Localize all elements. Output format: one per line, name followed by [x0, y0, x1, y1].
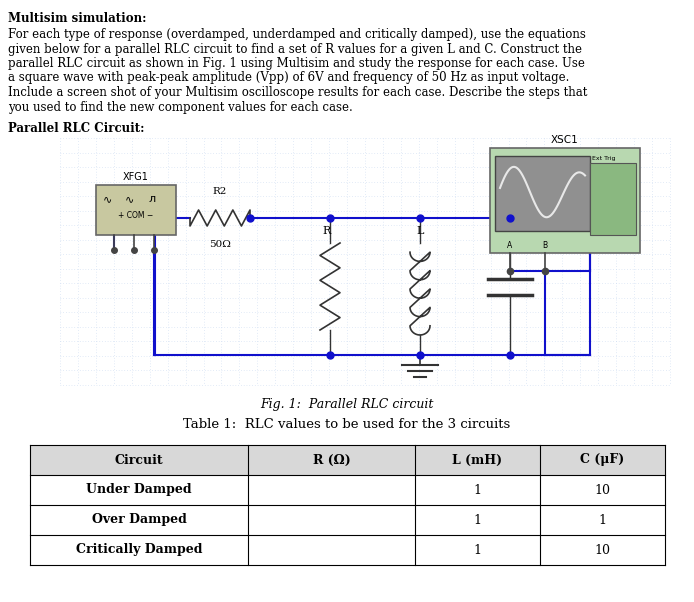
Text: R2: R2: [213, 187, 227, 196]
Text: 1: 1: [598, 514, 607, 527]
Text: 50Ω: 50Ω: [209, 240, 231, 249]
Text: you used to find the new component values for each case.: you used to find the new component value…: [8, 101, 353, 114]
Text: L (mH): L (mH): [452, 453, 502, 467]
Text: A: A: [507, 241, 513, 249]
Text: Critically Damped: Critically Damped: [76, 544, 202, 556]
Text: Circuit: Circuit: [115, 453, 163, 467]
Text: 1: 1: [473, 514, 482, 527]
Text: For each type of response (overdamped, underdamped and critically damped), use t: For each type of response (overdamped, u…: [8, 28, 586, 41]
Text: 10: 10: [595, 544, 611, 556]
FancyBboxPatch shape: [590, 163, 636, 235]
Text: Include a screen shot of your Multisim oscilloscope results for each case. Descr: Include a screen shot of your Multisim o…: [8, 86, 587, 99]
Text: л: л: [149, 194, 155, 204]
Text: ∿: ∿: [126, 194, 135, 204]
Text: Fig. 1:  Parallel RLC circuit: Fig. 1: Parallel RLC circuit: [260, 398, 434, 411]
Bar: [30, 445, 665, 475]
Bar: [30, 475, 665, 505]
Text: Ext Trig: Ext Trig: [592, 156, 616, 161]
Text: parallel RLC circuit as shown in Fig. 1 using Multisim and study the response fo: parallel RLC circuit as shown in Fig. 1 …: [8, 57, 585, 70]
Text: a square wave with peak-peak amplitude (Vpp) of 6V and frequency of 50 Hz as inp: a square wave with peak-peak amplitude (…: [8, 72, 569, 84]
Text: given below for a parallel RLC circuit to find a set of R values for a given L a: given below for a parallel RLC circuit t…: [8, 43, 582, 55]
Text: XSC1: XSC1: [551, 135, 579, 145]
Text: Multisim simulation:: Multisim simulation:: [8, 12, 146, 25]
FancyBboxPatch shape: [96, 185, 176, 235]
Bar: [30, 505, 665, 535]
Text: 1: 1: [473, 483, 482, 497]
Text: R (Ω): R (Ω): [312, 453, 350, 467]
FancyBboxPatch shape: [490, 148, 640, 253]
Text: 1: 1: [473, 544, 482, 556]
Text: B: B: [543, 241, 548, 249]
Text: R: R: [323, 226, 331, 236]
Bar: [30, 535, 665, 565]
Text: XFG1: XFG1: [123, 172, 149, 182]
Text: C: C: [506, 226, 514, 236]
FancyBboxPatch shape: [495, 156, 590, 231]
Text: Under Damped: Under Damped: [86, 483, 192, 497]
Text: C (μF): C (μF): [580, 453, 625, 467]
Text: L: L: [416, 226, 424, 236]
Text: 10: 10: [595, 483, 611, 497]
Text: Over Damped: Over Damped: [92, 514, 187, 527]
Text: + COM −: + COM −: [119, 211, 153, 220]
Text: Parallel RLC Circuit:: Parallel RLC Circuit:: [8, 122, 144, 135]
Text: ∿: ∿: [103, 194, 112, 204]
Text: Table 1:  RLC values to be used for the 3 circuits: Table 1: RLC values to be used for the 3…: [183, 418, 511, 431]
